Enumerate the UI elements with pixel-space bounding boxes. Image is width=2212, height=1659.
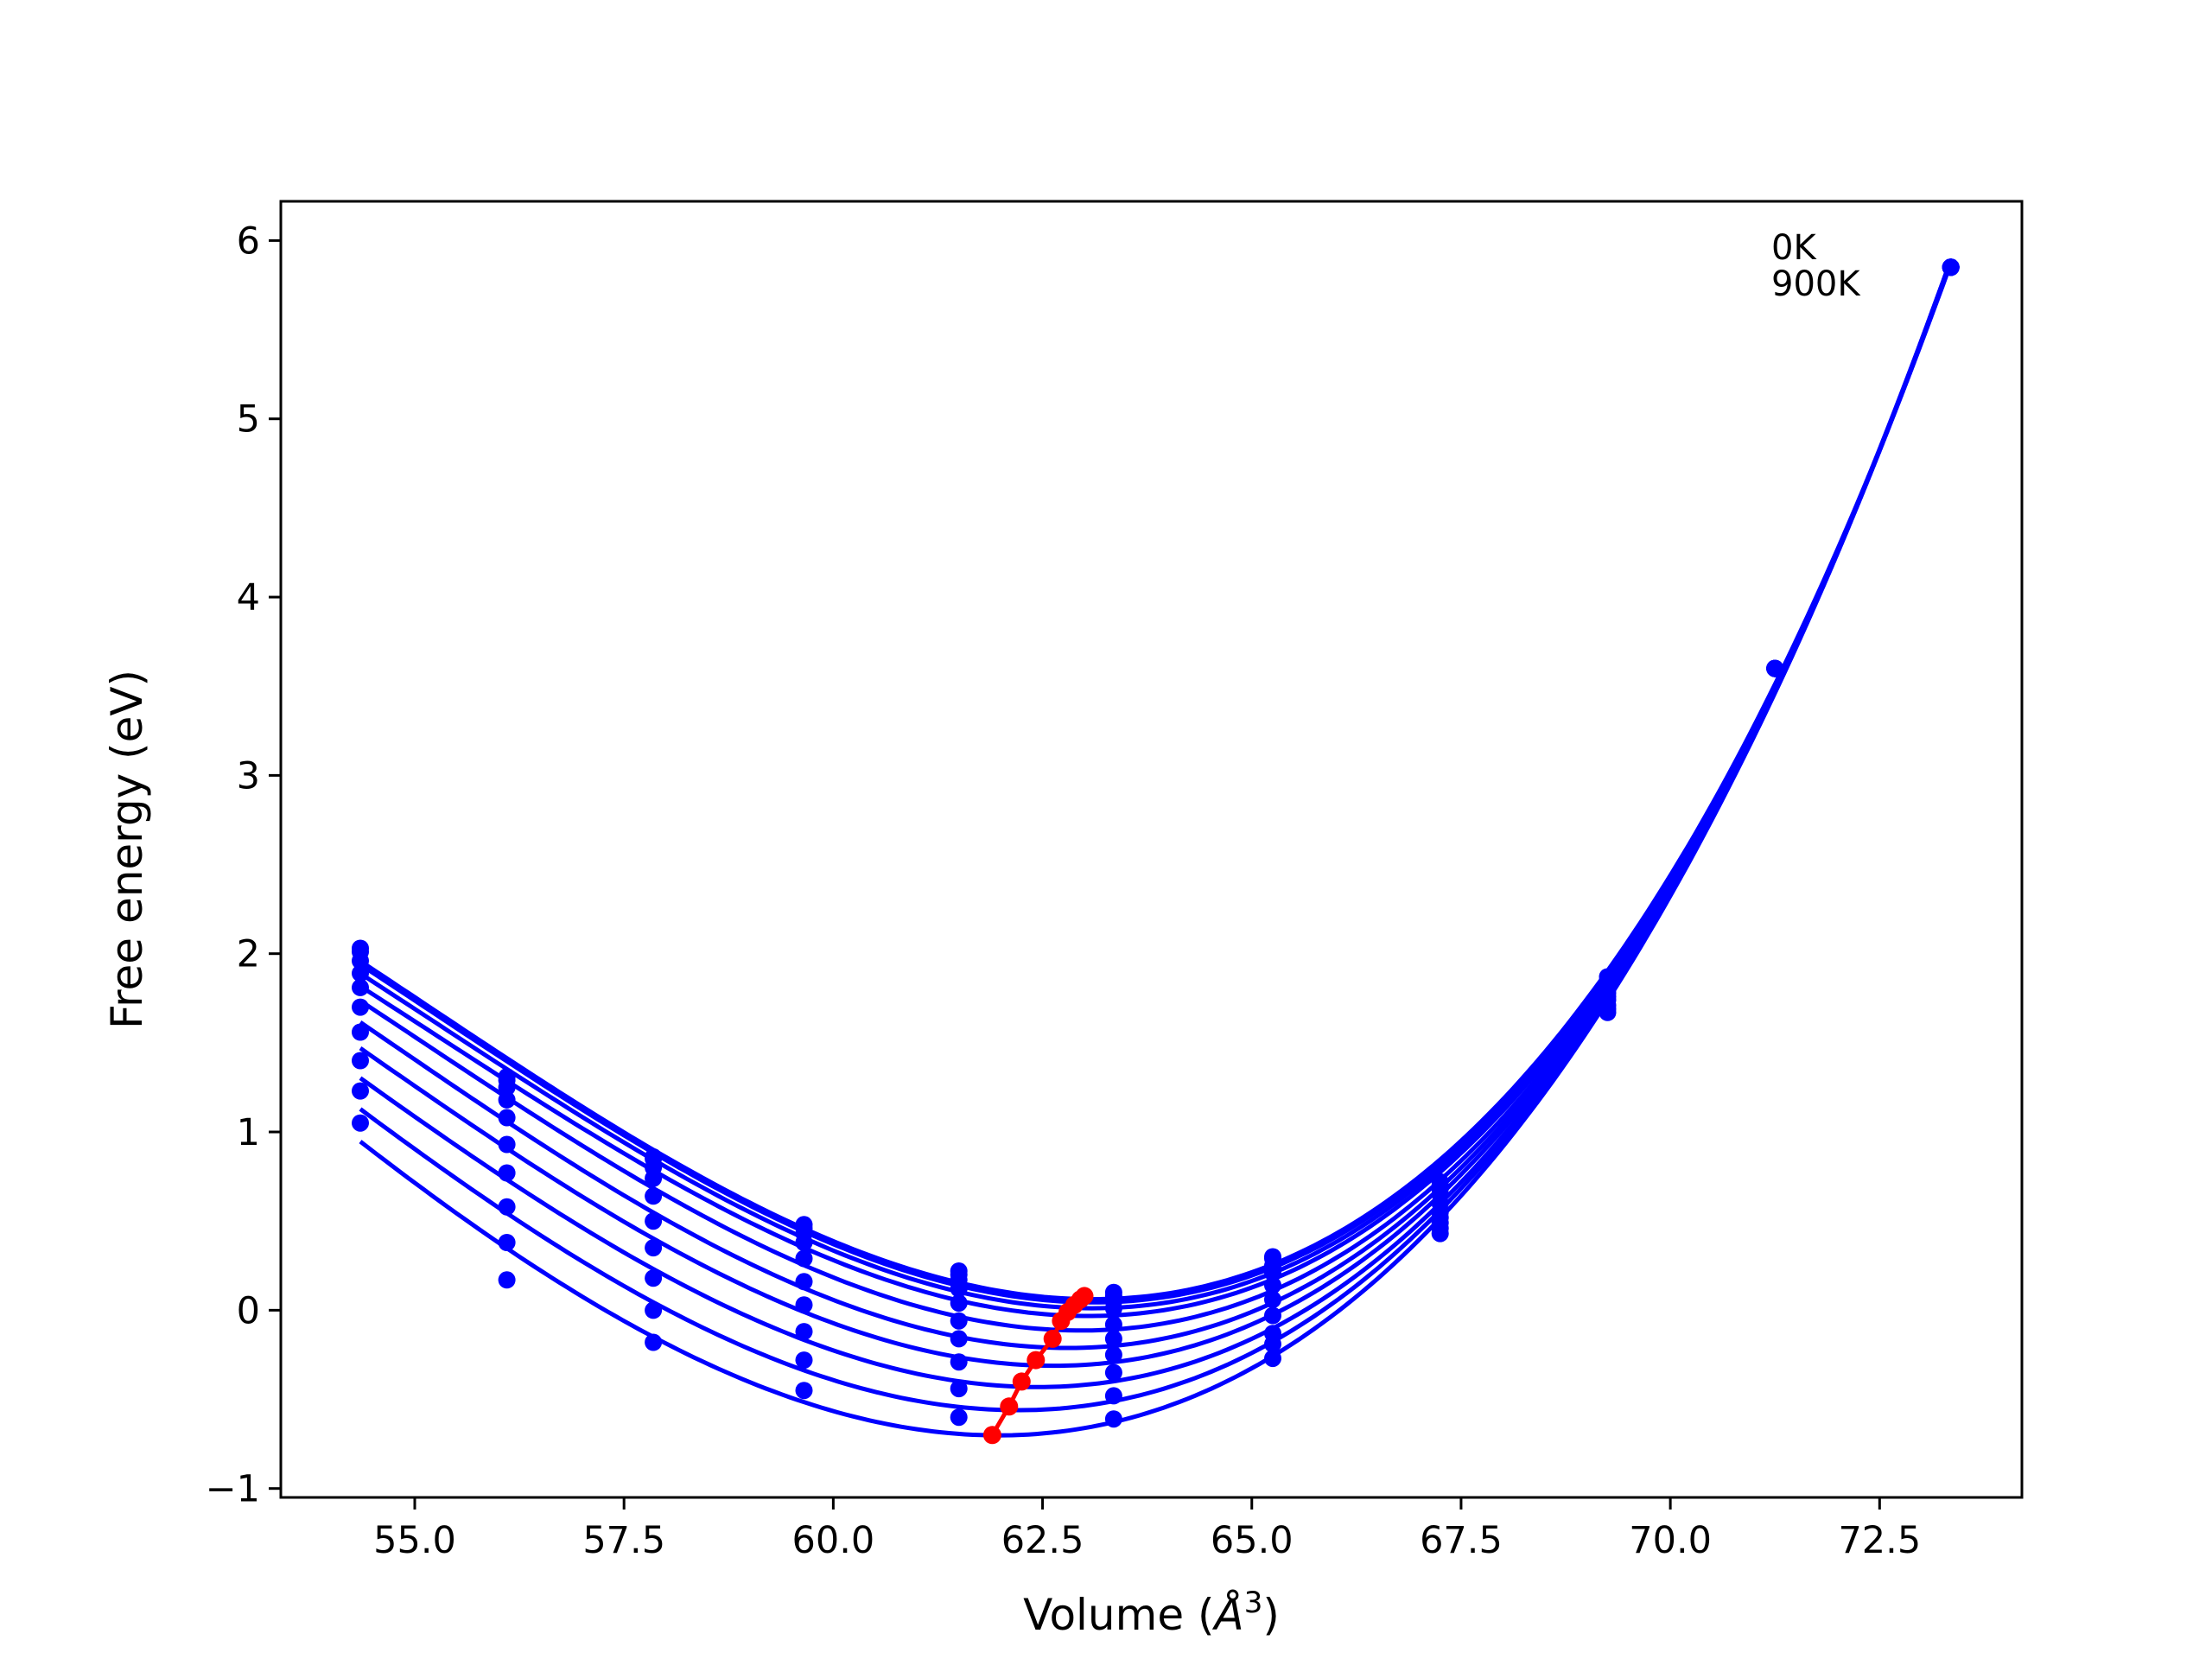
data-point xyxy=(498,1164,516,1182)
data-point xyxy=(498,1078,516,1096)
data-point xyxy=(352,998,369,1016)
x-tick-label: 67.5 xyxy=(1420,1519,1503,1562)
x-tick-label: 55.0 xyxy=(373,1519,456,1562)
x-axis-ticks: 55.0 57.5 60.0 62.5 65.0 67.5 70.0 72.5 xyxy=(373,1497,1921,1562)
data-point xyxy=(645,1333,663,1351)
fit-curve-900k xyxy=(359,259,1954,1438)
data-point xyxy=(645,1239,663,1257)
data-point xyxy=(645,1212,663,1230)
data-point xyxy=(645,1187,663,1205)
data-point xyxy=(352,978,369,996)
data-point xyxy=(498,1234,516,1251)
y-tick-label: 1 xyxy=(237,1111,260,1154)
minimum-point xyxy=(1000,1397,1019,1416)
data-point xyxy=(950,1280,968,1298)
data-point xyxy=(498,1090,516,1109)
data-point xyxy=(645,1269,663,1287)
data-point xyxy=(950,1330,968,1348)
data-point xyxy=(1104,1345,1122,1363)
data-point xyxy=(1264,1276,1281,1294)
data-point xyxy=(1766,659,1784,677)
y-tick-label: 5 xyxy=(237,398,260,442)
minimum-point xyxy=(982,1426,1001,1445)
fit-curve-600k xyxy=(359,258,1954,1369)
data-point xyxy=(795,1296,813,1314)
data-point xyxy=(1104,1387,1122,1405)
minima-series xyxy=(982,1287,1094,1445)
x-tick-label: 70.0 xyxy=(1629,1519,1712,1562)
data-point xyxy=(498,1271,516,1289)
data-point xyxy=(498,1135,516,1154)
data-point xyxy=(645,1301,663,1319)
y-tick-label: 3 xyxy=(237,754,260,798)
data-point xyxy=(795,1323,813,1341)
data-point xyxy=(1104,1315,1122,1333)
fit-curves xyxy=(359,258,1954,1438)
data-point xyxy=(1104,1410,1122,1428)
data-point xyxy=(950,1294,968,1313)
data-point xyxy=(1104,1300,1122,1318)
data-point xyxy=(1264,1291,1281,1308)
y-tick-label: 6 xyxy=(237,219,260,263)
y-tick-label: 2 xyxy=(237,933,260,976)
data-points xyxy=(352,258,1960,1428)
annotation-0k: 0K xyxy=(1771,228,1817,268)
y-axis-ticks: −1 0 1 2 3 4 5 6 xyxy=(206,219,281,1511)
minimum-point xyxy=(1027,1351,1046,1370)
data-point xyxy=(1599,1003,1617,1021)
data-point xyxy=(645,1169,663,1187)
data-point xyxy=(950,1408,968,1427)
x-tick-label: 60.0 xyxy=(792,1519,875,1562)
plot-frame xyxy=(279,200,2024,1499)
x-axis-label: Volume (Å3) xyxy=(1023,1586,1280,1640)
y-tick-label: −1 xyxy=(206,1468,260,1511)
data-point xyxy=(1104,1363,1122,1382)
data-point xyxy=(1264,1335,1281,1353)
data-point xyxy=(795,1249,813,1268)
data-point xyxy=(950,1380,968,1398)
y-tick-label: 0 xyxy=(237,1289,260,1332)
x-tick-label: 62.5 xyxy=(1001,1519,1084,1562)
data-point xyxy=(352,1023,369,1041)
fit-curve-100k xyxy=(359,262,1954,1305)
fit-curve-200k xyxy=(359,261,1954,1311)
data-point xyxy=(1942,258,1960,276)
data-point xyxy=(950,1353,968,1371)
data-point xyxy=(1264,1264,1281,1281)
data-point xyxy=(795,1234,813,1251)
fit-curve-0k xyxy=(359,262,1954,1302)
annotation-900k: 900K xyxy=(1771,264,1861,304)
data-point xyxy=(795,1351,813,1370)
data-point xyxy=(352,952,369,969)
minimum-point xyxy=(1052,1312,1071,1331)
x-tick-label: 57.5 xyxy=(582,1519,665,1562)
data-point xyxy=(352,1114,369,1132)
fit-curve-400k xyxy=(359,259,1954,1333)
minimum-point xyxy=(1043,1329,1062,1348)
data-point xyxy=(950,1312,968,1330)
data-point xyxy=(352,964,369,982)
data-point xyxy=(795,1382,813,1400)
data-point xyxy=(498,1109,516,1127)
data-point xyxy=(352,1052,369,1070)
data-point xyxy=(1431,1224,1449,1243)
data-point xyxy=(352,1082,369,1100)
minimum-point xyxy=(1012,1372,1031,1391)
data-point xyxy=(498,1198,516,1216)
y-axis-label: Free energy (eV) xyxy=(102,670,152,1029)
data-point xyxy=(1264,1306,1281,1325)
data-point xyxy=(1104,1330,1122,1348)
data-point xyxy=(795,1273,813,1291)
y-tick-label: 4 xyxy=(237,576,260,620)
x-tick-label: 72.5 xyxy=(1838,1519,1921,1562)
data-point xyxy=(1264,1350,1281,1368)
x-tick-label: 65.0 xyxy=(1211,1519,1294,1562)
